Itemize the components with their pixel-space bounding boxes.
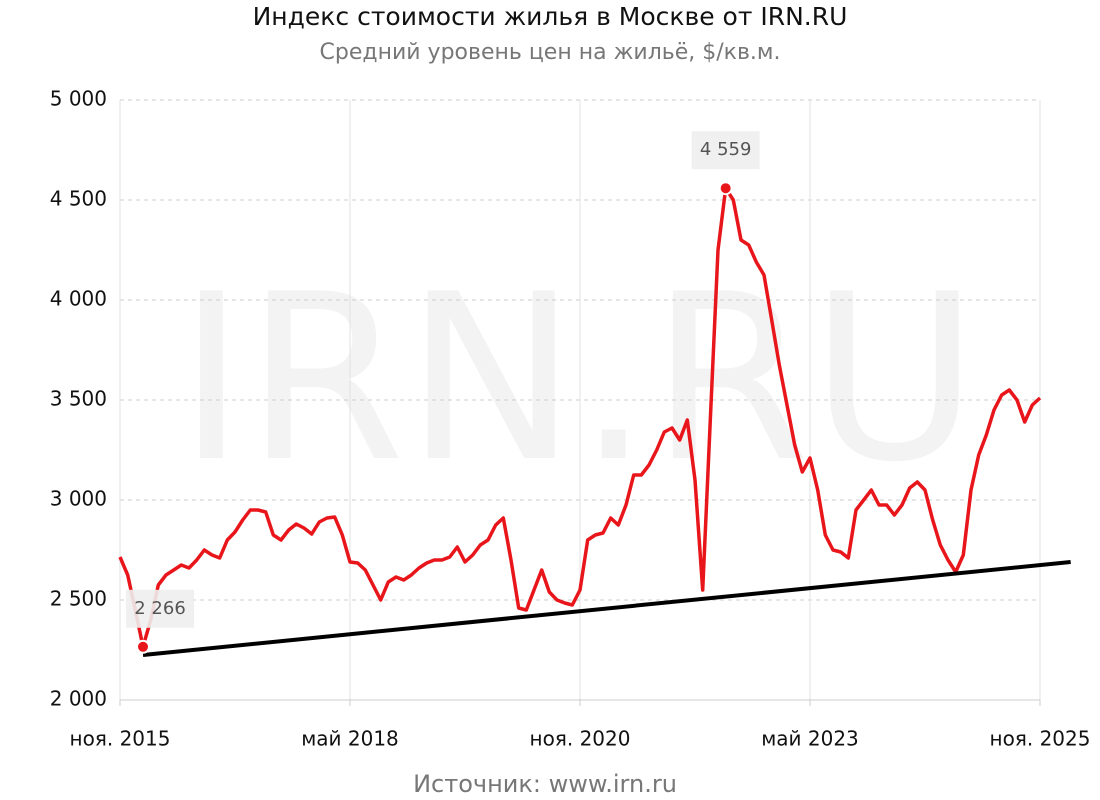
watermark: IRN.RU — [178, 246, 979, 513]
x-tick-label: ноя. 2015 — [70, 727, 171, 751]
x-tick-label: май 2023 — [761, 727, 859, 751]
data-label: 4 559 — [700, 139, 752, 160]
y-tick-label: 4 500 — [50, 187, 107, 211]
label-box — [126, 589, 194, 628]
data-label: 2 266 — [134, 598, 186, 619]
y-tick-label: 5 000 — [50, 87, 107, 111]
y-tick-label: 2 000 — [50, 687, 107, 711]
y-tick-label: 4 000 — [50, 287, 107, 311]
chart-subtitle: Средний уровень цен на жильё, $/кв.м. — [320, 40, 781, 65]
y-tick-label: 3 500 — [50, 387, 107, 411]
x-tick-label: ноя. 2020 — [530, 727, 631, 751]
source: Источник: www.irn.ru — [413, 770, 677, 798]
trend-line — [142, 560, 1071, 657]
y-tick-label: 2 500 — [50, 587, 107, 611]
line-series — [118, 186, 1042, 649]
x-tick-label: ноя. 2025 — [990, 727, 1091, 751]
point — [136, 639, 150, 654]
chart-title: Индекс стоимости жилья в Москве от IRN.R… — [253, 2, 848, 31]
point — [718, 181, 733, 196]
label-box — [691, 131, 760, 170]
x-tick-label: май 2018 — [301, 727, 399, 751]
y-tick-label: 3 000 — [50, 487, 107, 511]
